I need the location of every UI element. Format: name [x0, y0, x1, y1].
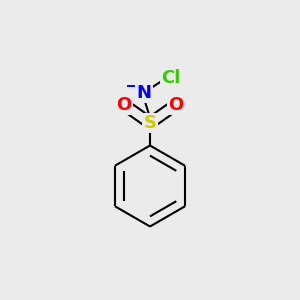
Text: Cl: Cl: [161, 69, 181, 87]
Text: N: N: [136, 84, 152, 102]
Text: O: O: [117, 96, 132, 114]
Text: S: S: [143, 114, 157, 132]
Text: O: O: [168, 96, 183, 114]
